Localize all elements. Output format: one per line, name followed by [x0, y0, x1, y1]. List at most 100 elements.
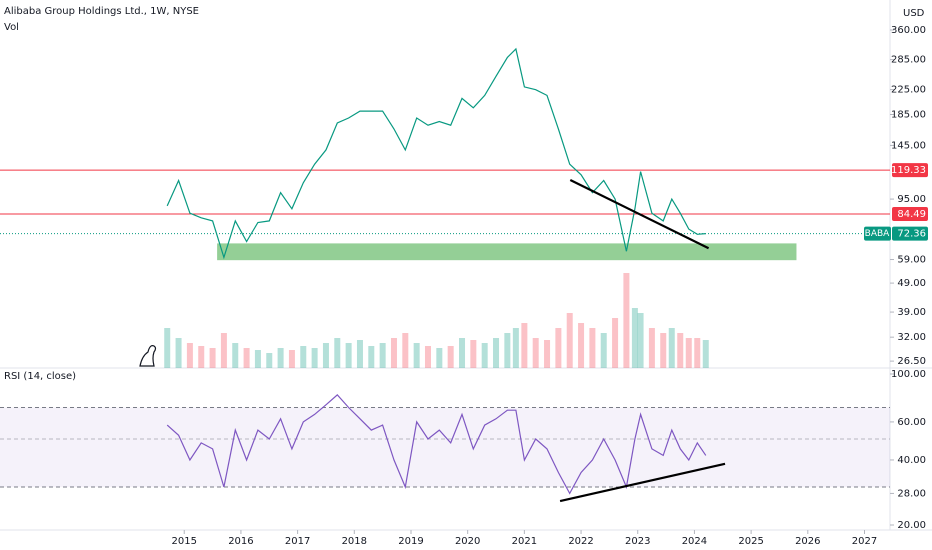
- volume-bar: [677, 333, 684, 368]
- y-tick-label: 145.00: [891, 140, 926, 151]
- price-chip-label: 72.36: [897, 229, 926, 240]
- volume-bar: [390, 338, 397, 368]
- volume-bar: [631, 308, 638, 368]
- volume-bar: [277, 348, 284, 368]
- x-tick-label: 2027: [852, 536, 877, 547]
- volume-bar: [447, 346, 454, 368]
- x-tick-label: 2018: [342, 536, 367, 547]
- volume-bar: [600, 333, 607, 368]
- x-tick-label: 2020: [455, 536, 480, 547]
- price-chip: [892, 206, 928, 221]
- volume-bar: [254, 350, 261, 368]
- y-tick-label: 100.00: [891, 369, 926, 380]
- x-tick-label: 2026: [795, 536, 820, 547]
- volume-bar: [402, 333, 409, 368]
- volume-bar: [311, 348, 318, 368]
- volume-bar: [243, 348, 250, 368]
- volume-bar: [368, 346, 375, 368]
- symbol-chip-label: BABA: [865, 229, 891, 239]
- volume-bar: [481, 343, 488, 368]
- volume-bar: [660, 333, 667, 368]
- y-tick-label: 59.00: [897, 255, 926, 266]
- volume-bar: [334, 338, 341, 368]
- logo-icon: [139, 345, 157, 367]
- y-tick-label: 225.00: [891, 85, 926, 96]
- chart-title: Alibaba Group Holdings Ltd., 1W, NYSE: [4, 6, 199, 17]
- volume-bar: [424, 346, 431, 368]
- y-tick-label: 32.00: [897, 332, 926, 343]
- volume-bar: [637, 313, 644, 368]
- volume-bar: [589, 328, 596, 368]
- volume-bar: [512, 328, 519, 368]
- rsi-band: [0, 407, 890, 487]
- volume-bar: [379, 343, 386, 368]
- volume-bar: [694, 338, 701, 368]
- volume-bar: [300, 346, 307, 368]
- marks: 360.00 285.00 225.00 185.00 145.00 95.00 59.00…: [0, 25, 928, 547]
- y-tick-label: 39.00: [897, 307, 926, 318]
- price-chip: [892, 226, 928, 241]
- volume-bar: [175, 338, 182, 368]
- volume-bar: [220, 333, 227, 368]
- volume-label: Vol: [4, 22, 19, 33]
- x-tick-label: 2022: [568, 536, 593, 547]
- x-tick-label: 2021: [512, 536, 537, 547]
- symbol-chip: [864, 226, 891, 241]
- trend-line: [559, 462, 726, 503]
- y-tick-label: 95.00: [897, 194, 926, 205]
- x-tick-label: 2016: [228, 536, 253, 547]
- volume-bar: [555, 328, 562, 368]
- volume-bar: [668, 328, 675, 368]
- volume-bar: [504, 333, 511, 368]
- volume-bar: [702, 340, 709, 368]
- volume-bar: [685, 338, 692, 368]
- volume-bar: [209, 348, 216, 368]
- x-tick-label: 2024: [682, 536, 707, 547]
- price-chip: [892, 163, 928, 178]
- y-tick-label: 40.00: [897, 455, 926, 466]
- volume-bar: [623, 273, 630, 368]
- price-chip-label: 119.33: [891, 165, 926, 176]
- y-tick-label: 49.00: [897, 278, 926, 289]
- volume-bar: [578, 323, 585, 368]
- y-tick-label: 20.00: [897, 520, 926, 531]
- y-tick-label: 285.00: [891, 55, 926, 66]
- series-line: [166, 47, 706, 260]
- volume-bar: [493, 338, 500, 368]
- volume-bar: [164, 328, 171, 368]
- volume-bar: [288, 350, 295, 368]
- rsi-title: RSI (14, close): [4, 371, 76, 382]
- series-line: [166, 394, 707, 495]
- volume-bar: [459, 338, 466, 368]
- y-tick-label: 185.00: [891, 109, 926, 120]
- x-tick-label: 2023: [625, 536, 650, 547]
- volume-bar: [436, 348, 443, 368]
- volume-bar: [532, 338, 539, 368]
- volume-bar: [322, 343, 329, 368]
- volume-bar: [544, 340, 551, 368]
- volume-bar: [232, 343, 239, 368]
- y-tick-label: 28.00: [897, 488, 926, 499]
- y-tick-label: 60.00: [897, 417, 926, 428]
- x-tick-label: 2025: [738, 536, 763, 547]
- volume-bar: [521, 323, 528, 368]
- currency-label: USD: [903, 8, 925, 19]
- y-tick-label: 360.00: [891, 25, 926, 36]
- x-tick-label: 2015: [172, 536, 197, 547]
- x-tick-label: 2017: [285, 536, 310, 547]
- volume-bar: [612, 318, 619, 368]
- volume-bar: [566, 313, 573, 368]
- volume-bar: [413, 343, 420, 368]
- volume-bar: [198, 346, 205, 368]
- y-tick-label: 26.50: [897, 356, 926, 367]
- trend-line: [569, 179, 710, 250]
- volume-bar: [345, 343, 352, 368]
- price-chip-label: 84.49: [897, 209, 926, 220]
- volume-bar: [648, 328, 655, 368]
- volume-bar: [266, 353, 273, 368]
- support-zone: [217, 243, 797, 261]
- volume-bar: [356, 340, 363, 368]
- volume-bar: [186, 343, 193, 368]
